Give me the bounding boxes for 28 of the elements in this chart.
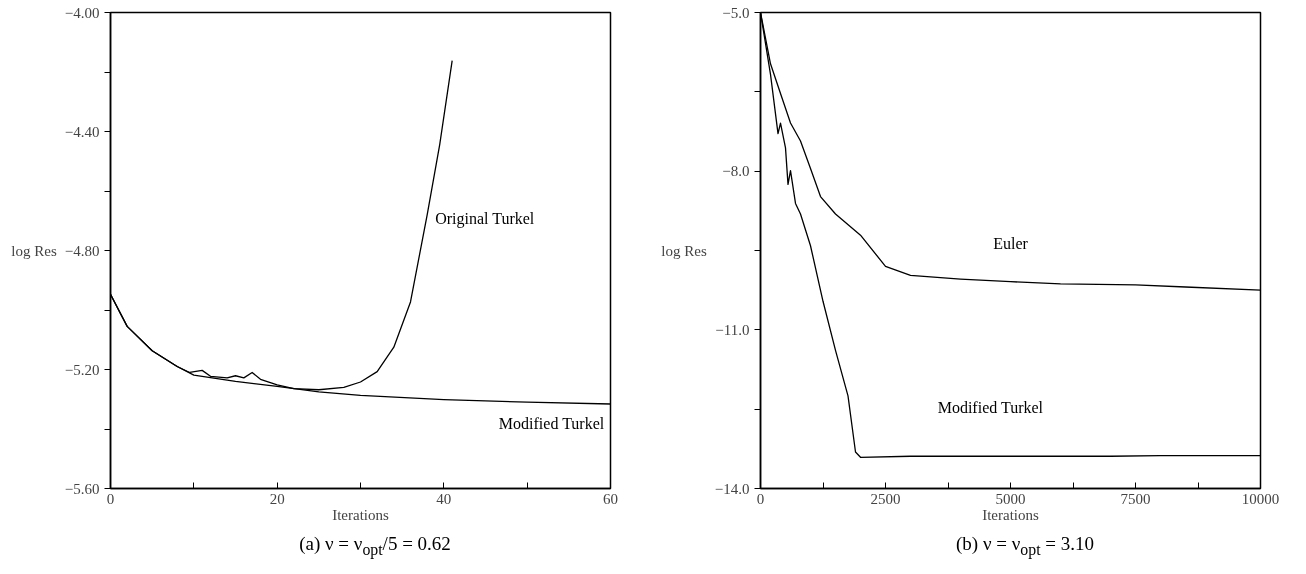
x-tick-label: 0	[756, 490, 765, 507]
x-axis-title: Iterations	[332, 506, 389, 523]
x-tick-label: 40	[436, 490, 452, 507]
y-tick-label: −4.80	[64, 242, 100, 259]
x-tick-label: 7500	[1120, 490, 1151, 507]
y-tick-label: −14.0	[714, 480, 750, 497]
y-tick-label: −11.0	[715, 321, 750, 338]
x-axis-title: Iterations	[982, 506, 1039, 523]
y-tick-label: −5.60	[64, 480, 100, 497]
y-axis-title: log Res	[661, 242, 707, 259]
series-label: Euler	[993, 234, 1029, 252]
series-label: Original Turkel	[435, 209, 535, 228]
x-tick-label: 2500	[870, 490, 901, 507]
y-tick-label: −5.0	[722, 4, 750, 21]
x-tick-label: 20	[269, 490, 285, 507]
y-axis-title: log Res	[11, 242, 57, 259]
y-tick-label: −5.20	[64, 361, 100, 378]
text: Modified Turkel	[937, 399, 1044, 417]
text: (b) ν = ν$_{opt}$ = 3.10	[955, 532, 1095, 561]
text: (a) ν = ν$_{opt}$/5 = 0.62	[298, 532, 452, 561]
y-tick-label: −4.40	[64, 123, 100, 140]
x-tick-label: 10000	[1241, 490, 1280, 507]
x-tick-label: 5000	[995, 490, 1026, 507]
series-label: Modified Turkel	[498, 415, 605, 433]
x-tick-label: 0	[106, 490, 115, 507]
y-tick-label: −4.00	[64, 4, 100, 21]
x-tick-label: 60	[603, 490, 618, 507]
y-tick-label: −8.0	[722, 163, 750, 180]
